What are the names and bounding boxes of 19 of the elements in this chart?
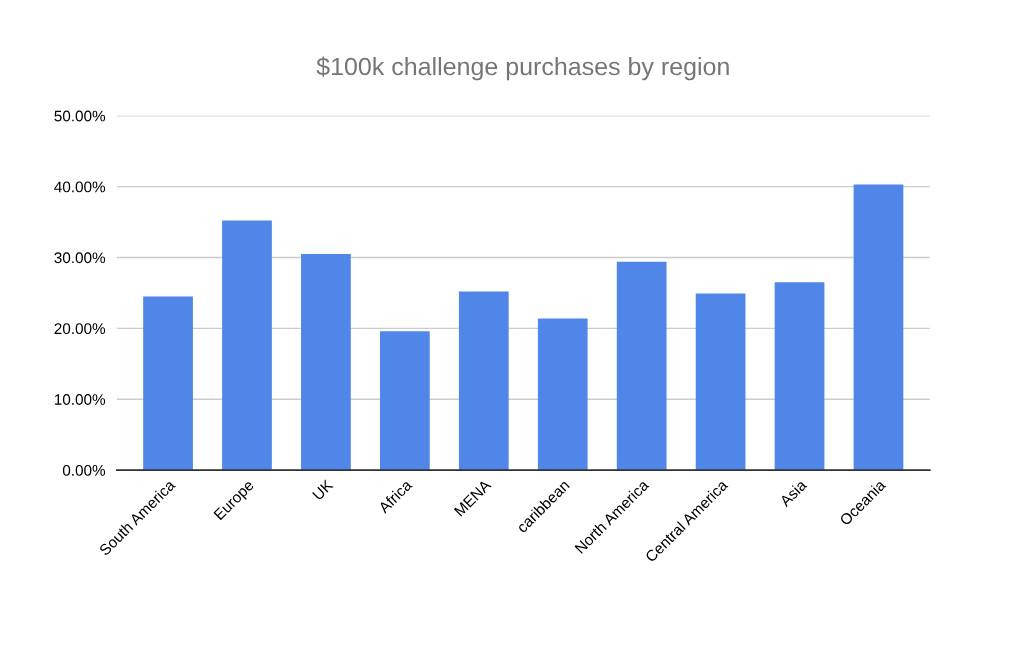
y-tick-label: 30.00% (54, 252, 106, 264)
chart-title: $100k challenge purchases by region (316, 56, 729, 81)
bar (143, 296, 193, 471)
bar (853, 184, 904, 471)
y-tick-label: 0.00% (62, 464, 106, 476)
y-tick-label: 50.00% (54, 110, 106, 122)
bar (774, 282, 825, 471)
bar (616, 261, 667, 471)
bar (458, 291, 509, 471)
bar (537, 318, 588, 471)
x-tick-label: Asia (778, 478, 808, 508)
bar (301, 253, 351, 471)
y-tick-label: 10.00% (54, 394, 106, 405)
bar (222, 220, 272, 471)
bar (695, 293, 746, 471)
bar (379, 331, 430, 471)
y-tick-label: 40.00% (54, 181, 106, 193)
x-tick-label: UK (312, 478, 334, 501)
y-tick-label: 20.00% (54, 323, 106, 335)
